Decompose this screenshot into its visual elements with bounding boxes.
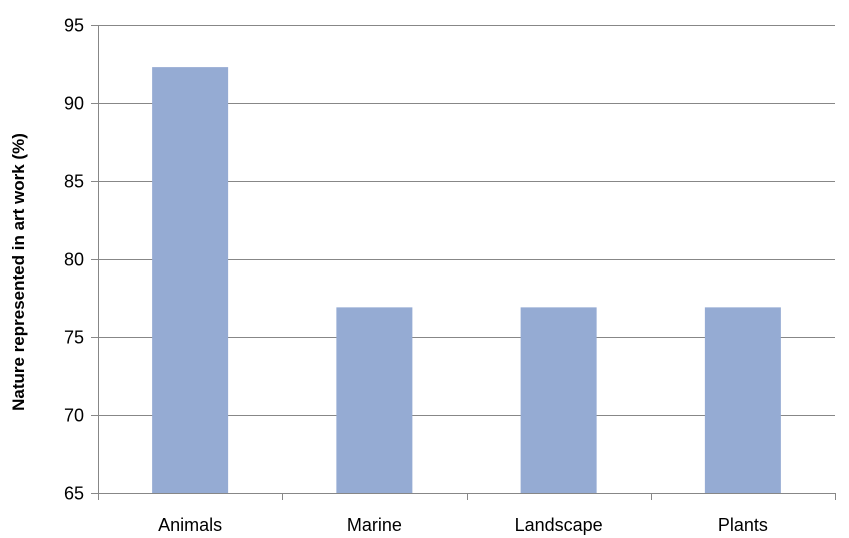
x-tick-label: Plants xyxy=(718,515,768,535)
x-tick-labels: Animals Marine Landscape Plants xyxy=(158,515,768,535)
y-tick-label: 95 xyxy=(64,16,84,36)
x-tick-label: Animals xyxy=(158,515,222,535)
y-tick-label: 65 xyxy=(64,484,84,504)
bars xyxy=(152,67,781,494)
x-tick-label: Marine xyxy=(347,515,402,535)
bar-landscape xyxy=(520,307,597,493)
y-tick-label: 90 xyxy=(64,94,84,114)
y-tick-label: 85 xyxy=(64,172,84,192)
y-tick-label: 70 xyxy=(64,406,84,426)
axes xyxy=(91,25,836,500)
y-tick-labels: 65 70 75 80 85 90 95 xyxy=(64,16,84,504)
y-tick-label: 80 xyxy=(64,250,84,270)
x-tick-label: Landscape xyxy=(515,515,603,535)
y-axis-title: Nature represented in art work (%) xyxy=(9,133,28,411)
y-tick-label: 75 xyxy=(64,328,84,348)
bar-plants xyxy=(704,307,781,493)
bar-marine xyxy=(336,307,413,493)
bar-animals xyxy=(152,67,229,494)
